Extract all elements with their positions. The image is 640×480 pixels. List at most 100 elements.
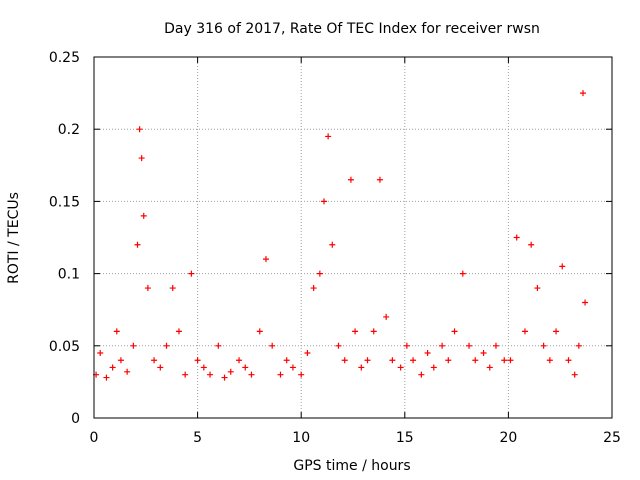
data-point-0-67 xyxy=(501,357,508,364)
data-point-0-17 xyxy=(175,328,182,335)
data-point-0-19 xyxy=(188,270,195,277)
x-tick-label-4: 20 xyxy=(499,430,517,446)
x-tick-label-1: 5 xyxy=(193,430,202,446)
data-point-0-36 xyxy=(304,350,311,357)
data-point-0-52 xyxy=(397,364,404,371)
data-point-0-75 xyxy=(553,328,560,335)
x-tick-label-3: 15 xyxy=(396,430,414,446)
data-point-0-44 xyxy=(347,176,354,183)
data-point-0-55 xyxy=(418,371,425,378)
data-point-0-71 xyxy=(528,241,535,248)
data-point-0-3 xyxy=(109,364,116,371)
data-point-0-80 xyxy=(579,90,586,97)
y-tick-label-2: 0.1 xyxy=(58,267,80,283)
data-point-0-41 xyxy=(329,241,336,248)
data-point-0-13 xyxy=(151,357,158,364)
data-point-0-78 xyxy=(571,371,578,378)
data-point-0-15 xyxy=(163,342,170,349)
grid xyxy=(94,57,612,418)
data-point-0-35 xyxy=(298,371,305,378)
data-point-0-14 xyxy=(157,364,164,371)
data-point-0-32 xyxy=(277,371,284,378)
data-point-0-16 xyxy=(169,285,176,292)
data-point-0-1 xyxy=(97,350,104,357)
data-point-0-72 xyxy=(534,285,541,292)
data-point-0-62 xyxy=(466,342,473,349)
data-point-0-68 xyxy=(507,357,514,364)
x-tick-label-2: 10 xyxy=(292,430,310,446)
chart-title: Day 316 of 2017, Rate Of TEC Index for r… xyxy=(164,21,540,37)
data-point-0-70 xyxy=(521,328,528,335)
data-point-0-57 xyxy=(430,364,437,371)
data-point-0-8 xyxy=(134,241,141,248)
data-point-0-77 xyxy=(565,357,572,364)
data-point-0-79 xyxy=(575,342,582,349)
data-point-0-73 xyxy=(540,342,547,349)
plot-frame xyxy=(93,56,613,419)
data-point-0-20 xyxy=(194,357,201,364)
x-tick-label-5: 25 xyxy=(603,430,621,446)
data-point-0-48 xyxy=(370,328,377,335)
data-point-0-53 xyxy=(403,342,410,349)
data-point-0-2 xyxy=(103,374,110,381)
y-tick-label-4: 0.2 xyxy=(58,122,80,138)
data-point-0-28 xyxy=(248,371,255,378)
y-axis-label: ROTI / TECUs xyxy=(6,192,22,284)
data-point-0-25 xyxy=(227,368,234,375)
data-point-0-10 xyxy=(138,155,145,162)
data-point-0-12 xyxy=(144,285,151,292)
data-point-0-76 xyxy=(559,263,566,270)
data-point-0-43 xyxy=(341,357,348,364)
data-point-0-4 xyxy=(113,328,120,335)
axis-ticks: 0 5 10 15 20 25 0 0.05 0.1 0.15 0.2 0.25 xyxy=(49,50,621,446)
data-point-0-61 xyxy=(459,270,466,277)
data-point-0-22 xyxy=(207,371,214,378)
scatter-points xyxy=(93,90,589,381)
data-point-0-74 xyxy=(546,357,553,364)
data-point-0-27 xyxy=(242,364,249,371)
x-tick-label-0: 0 xyxy=(90,430,99,446)
data-point-0-66 xyxy=(492,342,499,349)
data-point-0-42 xyxy=(335,342,342,349)
y-tick-label-5: 0.25 xyxy=(49,50,80,66)
data-point-0-56 xyxy=(424,350,431,357)
data-point-0-9 xyxy=(136,126,143,133)
x-axis-label: GPS time / hours xyxy=(293,458,410,474)
data-point-0-46 xyxy=(358,364,365,371)
data-point-0-65 xyxy=(486,364,493,371)
data-point-0-58 xyxy=(439,342,446,349)
data-point-0-64 xyxy=(480,350,487,357)
data-point-0-40 xyxy=(325,133,332,140)
data-point-0-51 xyxy=(389,357,396,364)
data-point-0-23 xyxy=(215,342,222,349)
data-point-0-63 xyxy=(472,357,479,364)
data-point-0-11 xyxy=(140,212,147,219)
data-point-0-50 xyxy=(383,313,390,320)
data-point-0-45 xyxy=(352,328,359,335)
y-tick-label-3: 0.15 xyxy=(49,194,80,210)
data-point-0-31 xyxy=(269,342,276,349)
data-point-0-24 xyxy=(221,374,228,381)
y-tick-label-1: 0.05 xyxy=(49,339,80,355)
data-point-0-81 xyxy=(582,299,589,306)
data-point-0-18 xyxy=(182,371,189,378)
data-point-0-69 xyxy=(513,234,520,241)
data-point-0-37 xyxy=(310,285,317,292)
data-point-0-30 xyxy=(262,256,269,263)
data-point-0-39 xyxy=(320,198,327,205)
data-point-0-59 xyxy=(445,357,452,364)
data-point-0-26 xyxy=(236,357,243,364)
data-point-0-60 xyxy=(451,328,458,335)
data-point-0-21 xyxy=(200,364,207,371)
data-point-0-7 xyxy=(130,342,137,349)
data-point-0-29 xyxy=(256,328,263,335)
data-point-0-6 xyxy=(124,368,131,375)
data-point-0-34 xyxy=(289,364,296,371)
data-point-0-47 xyxy=(364,357,371,364)
data-point-0-54 xyxy=(410,357,417,364)
data-point-0-33 xyxy=(283,357,290,364)
y-tick-label-0: 0 xyxy=(71,411,80,427)
data-point-0-49 xyxy=(376,176,383,183)
data-point-0-38 xyxy=(316,270,323,277)
